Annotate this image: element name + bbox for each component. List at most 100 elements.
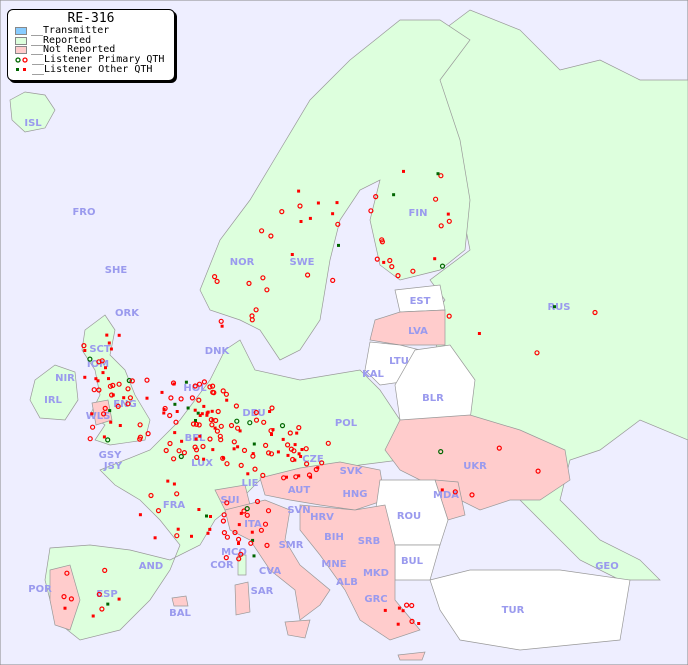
listener-other-qth-marker <box>96 379 100 383</box>
listener-primary-qth-marker <box>167 412 173 419</box>
transmitter-swatch <box>15 26 27 35</box>
listener-primary-qth-marker <box>223 554 229 561</box>
listener-other-qth-marker <box>107 341 111 345</box>
listener-primary-qth-marker <box>253 409 259 416</box>
listener-other-qth-marker <box>271 428 275 432</box>
listener-other-qth-marker <box>285 475 288 479</box>
listener-other-qth-marker <box>175 410 179 413</box>
listener-primary-qth-marker <box>232 529 238 536</box>
listener-primary-qth-marker <box>192 383 198 389</box>
square-marker-icon <box>15 67 28 73</box>
land-irl <box>29 364 79 421</box>
land-ukr <box>384 414 571 511</box>
country-label-dnk: DNK <box>205 346 231 357</box>
listener-other-qth-marker <box>118 424 122 427</box>
listener-other-qth-marker <box>109 420 113 424</box>
listener-other-qth-marker <box>270 433 273 436</box>
listener-other-qth-marker <box>239 511 243 515</box>
listener-primary-qth-marker <box>296 425 302 431</box>
legend-transmitter: __Transmitter <box>15 24 174 36</box>
country-label-rus: RUS <box>547 302 570 313</box>
listener-primary-qth-marker <box>236 556 242 562</box>
listener-other-qth-marker <box>250 530 254 534</box>
land-cre <box>397 651 426 661</box>
listener-primary-qth-marker <box>246 280 252 286</box>
listener-other-qth-marker <box>198 414 202 417</box>
listener-other-qth-marker <box>166 479 170 483</box>
listener-other-qth-marker <box>446 212 450 216</box>
country-label-hng: HNG <box>343 489 368 500</box>
country-label-irl: IRL <box>44 395 62 406</box>
listener-other-qth-marker <box>251 538 255 542</box>
listener-primary-qth-marker <box>145 431 151 437</box>
listener-primary-qth-marker <box>87 356 93 362</box>
listener-primary-qth-marker <box>409 602 415 609</box>
legend-label: __Listener Primary QTH <box>32 53 165 65</box>
listener-primary-qth-marker <box>233 403 239 409</box>
listener-other-qth-marker <box>172 382 176 386</box>
listener-primary-qth-marker <box>174 533 180 539</box>
listener-other-qth-marker <box>433 257 437 261</box>
listener-other-qth-marker <box>210 409 214 413</box>
listener-primary-qth-marker <box>241 508 247 514</box>
listener-other-qth-marker <box>299 455 303 458</box>
listener-primary-qth-marker <box>265 508 272 514</box>
listener-primary-qth-marker <box>260 472 266 478</box>
listener-other-qth-marker <box>293 443 297 447</box>
listener-other-qth-marker <box>335 201 339 205</box>
listener-primary-qth-marker <box>214 428 220 434</box>
listener-primary-qth-marker <box>325 440 331 446</box>
listener-primary-qth-marker <box>303 446 309 452</box>
listener-other-qth-marker <box>309 475 313 479</box>
country-label-alb: ALB <box>336 577 358 588</box>
listener-other-qth-marker <box>196 411 200 415</box>
country-label-wls: WLS <box>86 411 111 422</box>
legend-primary-qth: __Listener Primary QTH <box>15 53 174 65</box>
listener-primary-qth-marker <box>236 536 242 543</box>
listener-primary-qth-marker <box>102 567 108 574</box>
listener-primary-qth-marker <box>438 223 444 229</box>
listener-other-qth-marker <box>417 622 421 625</box>
country-label-aut: AUT <box>288 485 311 496</box>
listener-other-qth-marker <box>180 439 184 443</box>
listener-primary-qth-marker <box>330 277 336 283</box>
listener-other-qth-marker <box>63 606 67 610</box>
listener-primary-qth-marker <box>209 422 215 428</box>
listener-primary-qth-marker <box>81 343 87 349</box>
land-sic <box>284 619 311 639</box>
land-scandinavia <box>199 19 471 361</box>
listener-other-qth-marker <box>106 602 110 606</box>
country-label-lie: LIE <box>242 478 259 489</box>
country-label-ork: ORK <box>115 308 140 319</box>
country-label-fin: FIN <box>409 208 428 219</box>
listener-primary-qth-marker <box>224 534 230 540</box>
listener-primary-qth-marker <box>446 313 452 319</box>
listener-primary-qth-marker <box>279 423 286 429</box>
listener-other-qth-marker <box>299 220 303 223</box>
country-label-mda: MDA <box>433 490 459 501</box>
circle-marker-icon <box>15 57 28 63</box>
listener-other-qth-marker <box>281 437 285 441</box>
listener-primary-qth-marker <box>253 307 259 313</box>
country-label-sui: SUI <box>220 495 239 506</box>
listener-other-qth-marker <box>209 515 212 518</box>
land-ita <box>224 499 331 621</box>
listener-other-qth-marker <box>194 419 197 422</box>
listener-other-qth-marker <box>268 410 272 413</box>
country-label-blr: BLR <box>422 393 444 404</box>
listener-primary-qth-marker <box>110 382 116 388</box>
not-reported-swatch <box>15 46 27 55</box>
listener-other-qth-marker <box>162 408 166 411</box>
listener-primary-qth-marker <box>137 422 143 428</box>
listener-other-qth-marker <box>402 169 405 173</box>
listener-other-qth-marker <box>316 201 320 205</box>
listener-primary-qth-marker <box>262 521 269 527</box>
listener-other-qth-marker <box>553 305 556 309</box>
listener-primary-qth-marker <box>235 425 241 431</box>
listener-other-qth-marker <box>83 349 87 352</box>
country-label-lva: LVA <box>408 326 428 337</box>
listener-other-qth-marker <box>397 606 401 610</box>
legend-label: __Transmitter <box>31 24 110 36</box>
listener-primary-qth-marker <box>268 451 275 457</box>
listener-primary-qth-marker <box>181 450 187 456</box>
